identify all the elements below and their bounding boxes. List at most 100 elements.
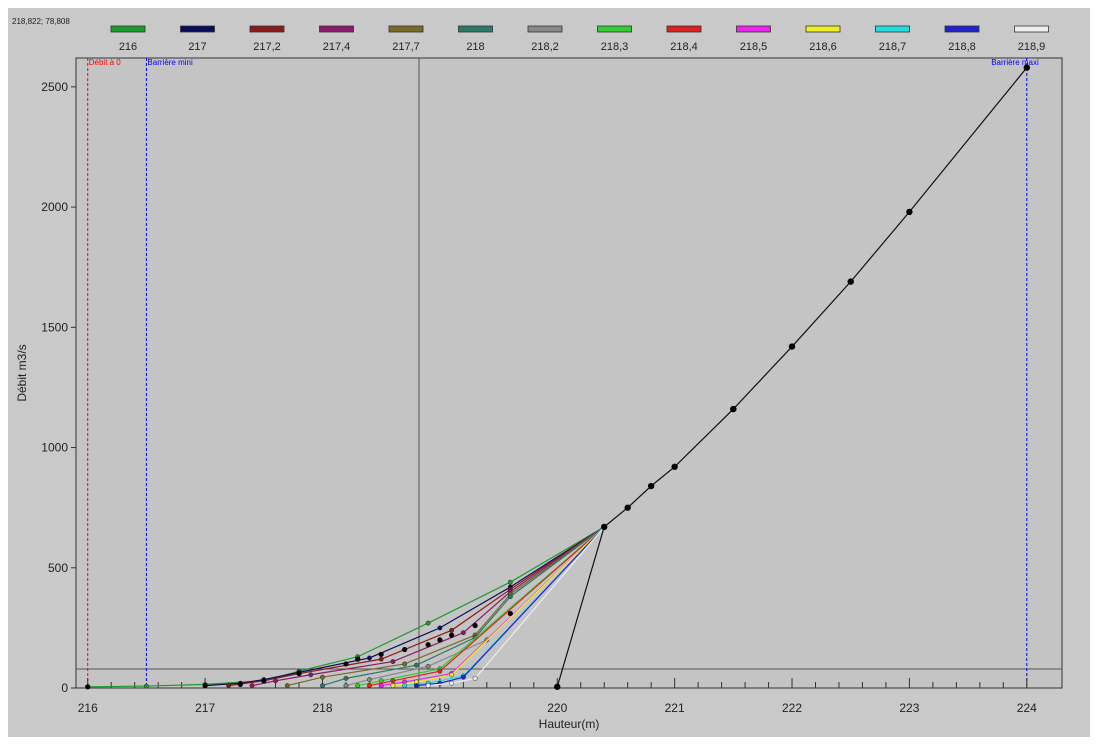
x-tick-label: 222 <box>782 701 802 715</box>
legend-label: 217 <box>188 41 206 53</box>
legend-label: 218,6 <box>809 41 837 53</box>
x-tick-label: 221 <box>665 701 685 715</box>
data-point <box>237 681 243 687</box>
series-point <box>413 662 419 668</box>
series-point <box>320 674 325 680</box>
legend-label: 216 <box>119 41 137 53</box>
y-tick-label: 1500 <box>41 320 68 334</box>
series-point <box>308 672 314 678</box>
y-tick-label: 1000 <box>41 441 68 455</box>
marker-label-2: Barrière maxi <box>991 58 1039 67</box>
series-point <box>402 661 408 667</box>
main-curve-point <box>671 463 678 470</box>
legend-swatch <box>666 25 702 33</box>
chart-frame: 218,822; 78,808 Débit à 0 Barrière mini Ba… <box>8 8 1090 737</box>
x-tick-label: 220 <box>547 701 567 715</box>
data-point <box>296 670 302 677</box>
main-curve-point <box>847 278 854 285</box>
y-tick-label: 0 <box>61 681 68 695</box>
chart: Débit à 0 Barrière mini Barrière maxi 0 500 1… <box>15 25 1063 731</box>
data-point <box>437 637 443 643</box>
data-point <box>507 610 513 617</box>
legend-label: 217,2 <box>253 41 281 53</box>
main-curve-line <box>556 67 1028 687</box>
main-curve-point <box>1023 64 1030 71</box>
data-point <box>202 682 208 689</box>
series-point <box>507 594 513 600</box>
series-line <box>322 526 605 687</box>
main-curve-point <box>906 208 913 216</box>
data-point <box>425 642 431 648</box>
x-tick-label: 216 <box>78 701 98 715</box>
legend-swatch <box>944 25 980 33</box>
plot-area <box>75 57 1063 689</box>
series-point <box>367 655 372 661</box>
legend-label: 218 <box>466 41 484 53</box>
series-point <box>425 683 431 689</box>
series-point <box>143 683 149 689</box>
legend-swatch <box>110 25 146 33</box>
series-point <box>472 675 478 681</box>
data-point <box>378 651 384 657</box>
legend-swatch <box>527 25 563 33</box>
series-point <box>367 677 372 683</box>
legend-swatch <box>875 25 910 33</box>
legend-swatch <box>388 25 424 33</box>
main-curve-point <box>788 343 796 350</box>
series-point <box>437 668 443 674</box>
series-point <box>437 625 443 631</box>
series-line <box>205 526 605 687</box>
y-tick-label: 2000 <box>41 200 68 214</box>
x-axis-title: Hauteur(m) <box>539 717 600 731</box>
series-point <box>425 663 431 669</box>
legend-label: 218,7 <box>879 41 907 53</box>
series-point <box>226 683 232 689</box>
legend-label: 218,2 <box>531 41 559 53</box>
data-point <box>261 678 267 684</box>
x-tick-label: 218 <box>312 701 332 715</box>
series-line <box>428 526 605 687</box>
series-point <box>284 683 290 689</box>
x-tick-label: 219 <box>430 701 450 715</box>
series-point <box>460 630 466 636</box>
series-point <box>378 683 384 689</box>
series-point <box>460 674 466 680</box>
legend-swatch <box>736 25 771 33</box>
series-point <box>378 656 384 662</box>
series-point <box>343 675 349 681</box>
legend-swatch <box>1014 25 1049 33</box>
data-point <box>343 661 349 667</box>
legend-label: 218,9 <box>1018 41 1046 53</box>
legend-label: 218,5 <box>740 41 768 53</box>
data-point <box>554 684 560 690</box>
legend-label: 218,4 <box>670 41 698 53</box>
cursor-readout: 218,822; 78,808 <box>12 17 70 26</box>
data-point <box>472 622 478 629</box>
series-point <box>249 683 255 689</box>
series-point <box>390 678 396 684</box>
legend-label: 218,3 <box>601 41 629 53</box>
x-tick-label: 223 <box>899 701 919 715</box>
y-axis-title: Débit m3/s <box>15 344 29 401</box>
y-tick-label: 2500 <box>41 80 68 94</box>
legend-label: 218,8 <box>948 41 976 53</box>
legend-swatch <box>597 25 632 33</box>
legend-label: 217,7 <box>392 41 420 53</box>
series-point <box>425 620 431 626</box>
data-point <box>449 632 455 638</box>
series-point <box>273 678 278 684</box>
series-point <box>320 683 325 689</box>
series-point <box>449 672 455 678</box>
series-point <box>449 680 455 686</box>
series-point <box>390 683 396 689</box>
main-curve-point <box>730 405 737 413</box>
legend-swatch <box>805 25 841 33</box>
series-point <box>449 627 455 633</box>
series-point <box>343 683 349 689</box>
main-curve-point <box>601 523 608 531</box>
series-point <box>367 683 372 689</box>
main-curve-point <box>647 482 655 490</box>
series-point <box>507 579 513 585</box>
main-curve-point <box>624 504 631 511</box>
y-tick-label: 500 <box>48 561 68 575</box>
